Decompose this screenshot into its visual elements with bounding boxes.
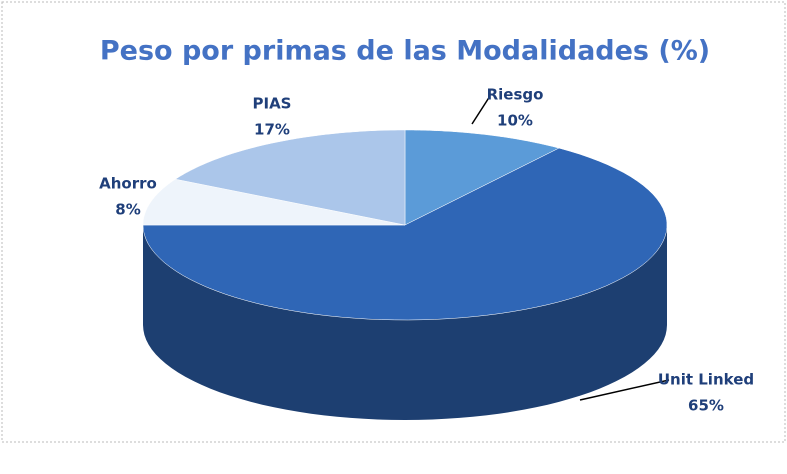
data-label-value: 65% (688, 397, 724, 415)
leader-line (579, 379, 670, 401)
slice (404, 129, 560, 226)
data-label-name: Riesgo (487, 86, 544, 104)
slice-side (143, 225, 667, 420)
slice (142, 178, 406, 226)
data-label-value: 8% (115, 201, 140, 219)
chart-title: Peso por primas de las Modalidades (%) (100, 36, 710, 67)
data-label-name: PIAS (253, 95, 292, 113)
slice (142, 147, 668, 321)
slice (174, 129, 406, 226)
leader-line (471, 95, 491, 125)
data-label-value: 17% (254, 121, 290, 139)
data-label-name: Ahorro (99, 175, 157, 193)
data-label-name: Unit Linked (658, 371, 754, 389)
data-label-value: 10% (497, 112, 533, 130)
